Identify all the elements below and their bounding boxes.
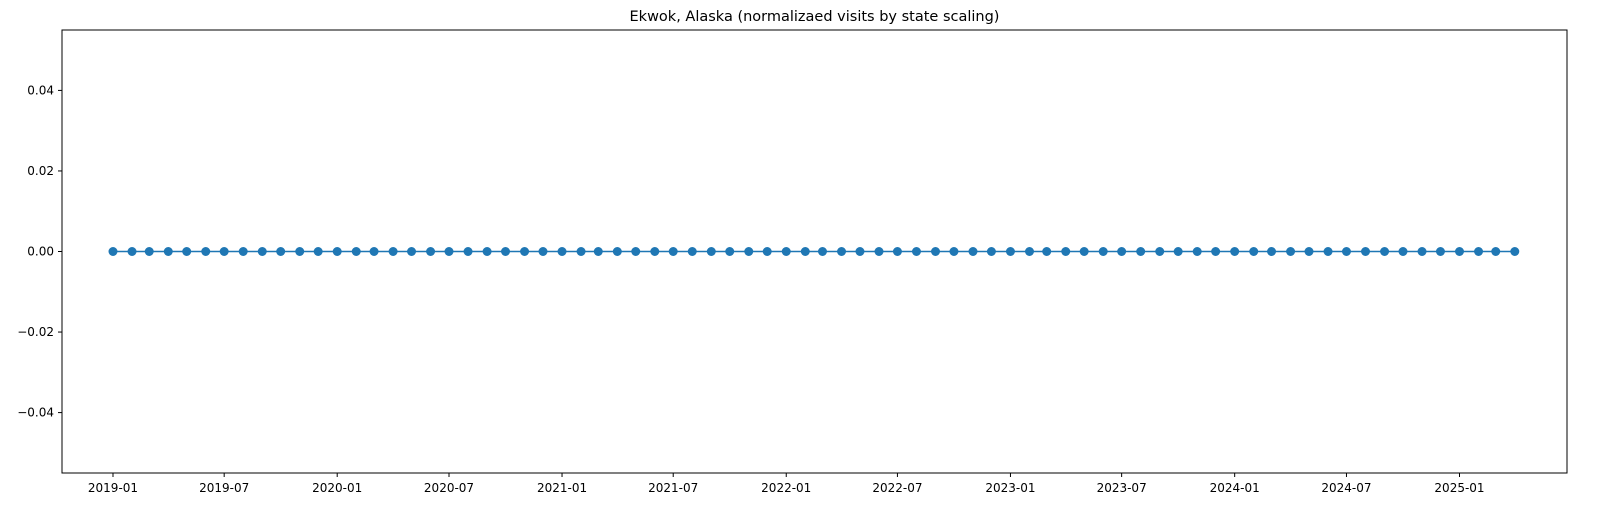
data-point [538,247,548,256]
data-point [837,247,847,256]
data-point [144,247,154,256]
data-point [201,247,211,256]
data-point [986,247,996,256]
x-tick-label: 2019-07 [199,481,249,495]
data-point [163,247,173,256]
y-tick-label: 0.00 [27,245,54,259]
data-point [332,247,342,256]
y-tick-label: 0.04 [27,83,54,97]
x-tick-label: 2022-07 [872,481,922,495]
data-point [1230,247,1240,256]
x-tick-label: 2024-07 [1321,481,1371,495]
x-tick-label: 2021-01 [537,481,587,495]
data-point [482,247,492,256]
data-point [1267,247,1277,256]
data-point [668,247,678,256]
data-point [407,247,417,256]
y-axis: 0.04 0.02 0.00 −0.02 −0.04 [17,83,62,420]
data-point [1173,247,1183,256]
data-point [744,247,754,256]
data-point [127,247,137,256]
data-point [108,247,118,256]
data-point [1192,247,1202,256]
data-point [781,247,791,256]
data-point [1417,247,1427,256]
data-point [1061,247,1071,256]
data-point [1491,247,1501,256]
x-tick-label: 2024-01 [1210,481,1260,495]
data-point [313,247,323,256]
data-point [276,247,286,256]
data-point [1455,247,1464,256]
x-tick-label: 2020-07 [424,481,474,495]
data-point [593,247,603,256]
data-point [968,247,978,256]
data-point [501,247,511,256]
series-line [108,247,1520,256]
data-point [949,247,959,256]
data-point [706,247,716,256]
x-tick-label: 2020-01 [312,481,362,495]
data-point [931,247,941,256]
data-point [892,247,902,256]
data-point [1398,247,1408,256]
data-point [557,247,567,256]
y-tick-label: −0.02 [17,325,54,339]
data-point [1435,247,1445,256]
data-point [1304,247,1314,256]
data-point [388,247,398,256]
data-point [369,247,379,256]
data-point [1155,247,1165,256]
x-tick-label: 2021-07 [648,481,698,495]
data-point [1005,247,1015,256]
data-point [1361,247,1371,256]
data-point [257,247,267,256]
data-point [612,247,622,256]
data-point [1474,247,1484,256]
data-point [687,247,697,256]
y-tick-label: −0.04 [17,406,54,420]
y-tick-label: 0.02 [27,164,54,178]
data-point [1136,247,1146,256]
data-point [1341,247,1351,256]
data-point [762,247,772,256]
data-point [1079,247,1089,256]
data-point [295,247,305,256]
data-point [855,247,865,256]
data-point [1211,247,1221,256]
x-tick-label: 2022-01 [761,481,811,495]
data-point [576,247,586,256]
data-point [1286,247,1296,256]
data-point [911,247,921,256]
x-tick-label: 2025-01 [1434,481,1484,495]
data-point [351,247,361,256]
data-point [1098,247,1108,256]
data-point [725,247,735,256]
data-point [631,247,641,256]
data-point [238,247,248,256]
data-point [1042,247,1052,256]
x-tick-label: 2023-07 [1097,481,1147,495]
x-tick-label: 2023-01 [985,481,1035,495]
x-axis: 2019-01 2019-07 2020-01 2020-07 2021-01 2021-… [88,473,1485,495]
data-point [1025,247,1034,256]
data-point [444,247,454,256]
data-point [219,247,229,256]
data-point [800,247,810,256]
data-point [1117,247,1127,256]
data-point [426,247,436,256]
data-point [1249,247,1259,256]
data-point [182,247,192,256]
data-point [650,247,660,256]
data-point [817,247,827,256]
data-point [463,247,473,256]
x-tick-label: 2019-01 [88,481,138,495]
data-point [874,247,884,256]
data-point [520,247,530,256]
data-point [1323,247,1333,256]
data-point [1380,247,1390,256]
chart-title: Ekwok, Alaska (normalizaed visits by sta… [630,9,1000,25]
data-point [1510,247,1520,256]
